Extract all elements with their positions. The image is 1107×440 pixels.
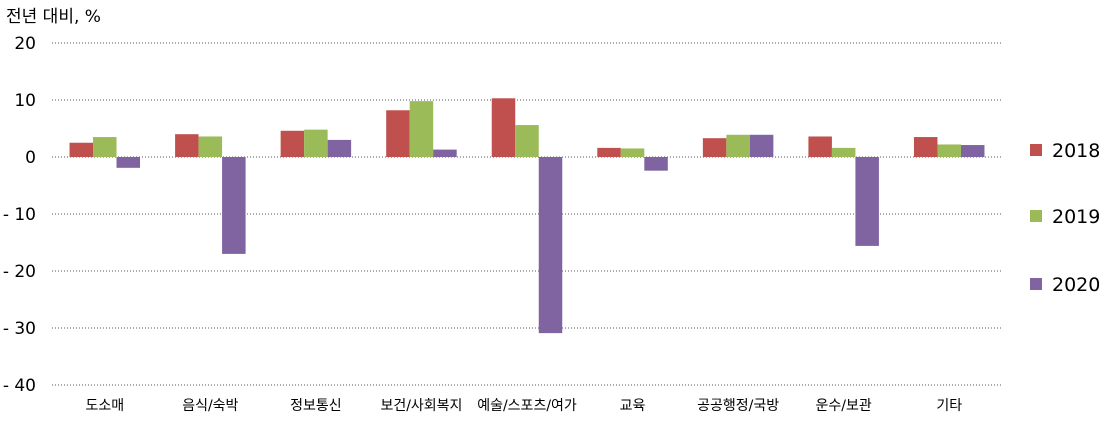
y-tick-label: 20 <box>14 34 36 54</box>
y-tick-label: 10 <box>14 91 36 111</box>
y-tick-label: - 10 <box>3 205 36 225</box>
bar-2018-5 <box>597 147 621 157</box>
x-tick-label: 공공행정/국방 <box>697 398 779 414</box>
x-tick-label: 교육 <box>620 398 646 414</box>
legend-swatch-2020 <box>1030 278 1042 290</box>
bar-2018-3 <box>386 110 410 157</box>
legend-label-2018: 2018 <box>1052 140 1100 162</box>
bar-2018-6 <box>702 138 727 157</box>
x-tick-label: 운수/보관 <box>816 398 872 414</box>
y-tick-label: - 40 <box>3 376 36 396</box>
bar-2019-2 <box>304 129 328 157</box>
legend-swatch-2018 <box>1030 144 1042 156</box>
bar-2020-7 <box>855 157 879 246</box>
bar-2020-2 <box>327 139 352 157</box>
y-tick-label: - 20 <box>3 262 36 282</box>
bar-2020-3 <box>433 149 457 157</box>
x-tick-label: 도소매 <box>85 398 124 414</box>
legend-label-2020: 2020 <box>1052 274 1100 296</box>
bar-2020-8 <box>960 145 985 157</box>
bars <box>69 98 985 334</box>
legend: 2018 2019 2020 <box>1030 140 1100 296</box>
bar-2019-1 <box>198 136 223 157</box>
y-axis-label: 전년 대비, % <box>6 7 101 27</box>
x-tick-label: 보건/사회복지 <box>380 398 462 414</box>
bar-2019-8 <box>937 144 961 157</box>
x-tick-label: 정보통신 <box>290 398 342 414</box>
bar-2020-5 <box>644 157 668 171</box>
x-tick-label: 음식/숙박 <box>182 398 238 414</box>
x-tick-label: 예술/스포츠/여가 <box>477 398 577 414</box>
bar-2019-6 <box>726 134 750 157</box>
bar-2018-2 <box>280 130 305 157</box>
bar-2019-4 <box>515 125 539 157</box>
x-tick-label: 기타 <box>936 398 962 414</box>
x-axis-ticks: 도소매 음식/숙박 정보통신 보건/사회복지 예술/스포츠/여가 교육 공공행정/국방 운수/… <box>85 398 962 414</box>
bar-2020-0 <box>116 157 141 168</box>
bar-2019-5 <box>620 148 645 157</box>
bar-2020-6 <box>749 134 774 157</box>
bar-2018-7 <box>808 136 832 157</box>
bar-2020-4 <box>538 157 563 334</box>
legend-label-2019: 2019 <box>1052 206 1100 228</box>
bar-2018-8 <box>913 137 938 157</box>
bar-2019-3 <box>409 101 434 157</box>
legend-swatch-2019 <box>1030 210 1042 222</box>
y-tick-label: 0 <box>25 148 36 168</box>
bar-2018-0 <box>69 142 94 157</box>
bar-2020-1 <box>222 157 246 254</box>
y-tick-label: - 30 <box>3 319 36 339</box>
bar-2019-7 <box>831 147 856 157</box>
bar-2019-0 <box>93 137 117 157</box>
y-axis-ticks: 20 10 0 - 10 - 20 - 30 - 40 <box>3 34 36 396</box>
bar-2018-4 <box>491 98 516 157</box>
bar-2018-1 <box>175 134 199 157</box>
